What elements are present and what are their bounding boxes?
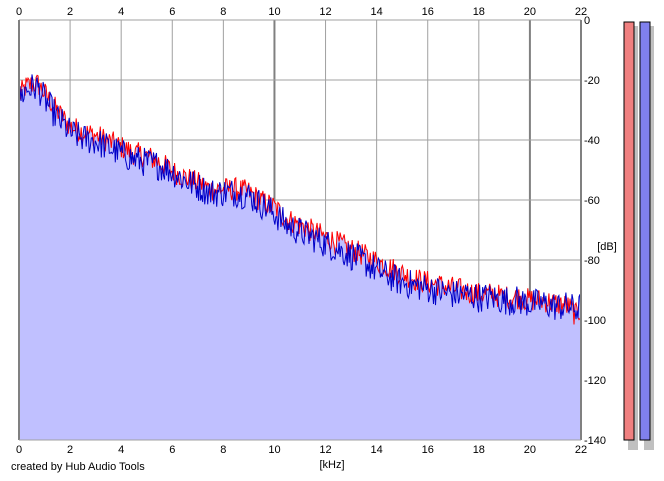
x-tick-label-top: 8 <box>220 6 226 18</box>
x-tick-label-bottom: 18 <box>473 444 485 456</box>
x-tick-label-bottom: 10 <box>268 444 280 456</box>
x-tick-labels-bottom: 0 2 4 6 8 10 12 14 16 18 20 22 <box>16 444 587 456</box>
x-tick-label-top: 10 <box>268 6 280 18</box>
x-tick-label-top: 16 <box>422 6 434 18</box>
level-meters <box>623 21 654 450</box>
x-tick-label-bottom: 20 <box>524 444 536 456</box>
right-channel-meter <box>639 21 651 441</box>
x-tick-label-top: 2 <box>67 6 73 18</box>
x-tick-label-top: 4 <box>118 6 124 18</box>
x-tick-label-bottom: 0 <box>16 444 22 456</box>
plot-frame <box>18 20 582 441</box>
x-tick-label-bottom: 14 <box>371 444 383 456</box>
x-tick-label-bottom: 12 <box>319 444 331 456</box>
y-tick-label: 0 <box>584 15 590 27</box>
x-tick-label-top: 20 <box>524 6 536 18</box>
x-tick-label-bottom: 16 <box>422 444 434 456</box>
y-tick-label: -80 <box>584 255 600 267</box>
x-axis-label: [kHz] <box>319 459 344 471</box>
x-tick-label-bottom: 4 <box>118 444 124 456</box>
y-tick-labels: 0 -20 -40 -60 -80 -100 -120 -140 <box>584 15 606 447</box>
series-lines <box>18 74 582 325</box>
y-axis-label: [dB] <box>597 241 617 253</box>
x-tick-label-bottom: 8 <box>220 444 226 456</box>
x-tick-label-top: 12 <box>319 6 331 18</box>
x-tick-label-bottom: 6 <box>169 444 175 456</box>
series-line-red <box>18 74 582 325</box>
x-tick-label-top: 18 <box>473 6 485 18</box>
y-tick-label: -40 <box>584 135 600 147</box>
credit-text: created by Hub Audio Tools <box>11 461 145 473</box>
x-tick-label-bottom: 2 <box>67 444 73 456</box>
x-tick-label-top: 14 <box>371 6 383 18</box>
left-channel-meter <box>623 21 635 441</box>
x-tick-labels-top: 0 2 4 6 8 10 12 14 16 18 20 22 <box>16 6 587 18</box>
series-line-blue <box>18 74 582 320</box>
y-tick-label: -120 <box>584 375 606 387</box>
x-tick-label-top: 0 <box>16 6 22 18</box>
y-tick-label: -20 <box>584 75 600 87</box>
y-tick-label: -60 <box>584 195 600 207</box>
x-tick-label-top: 6 <box>169 6 175 18</box>
y-tick-label: -140 <box>584 435 606 447</box>
x-tick-label-top: 22 <box>575 6 587 18</box>
y-tick-label: -100 <box>584 315 606 327</box>
x-tick-label-bottom: 22 <box>575 444 587 456</box>
